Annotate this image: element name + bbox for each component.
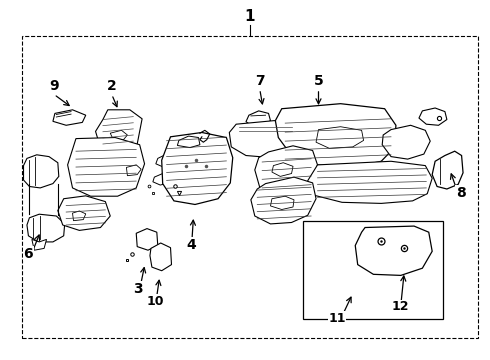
Text: 9: 9 <box>49 80 59 93</box>
Polygon shape <box>110 130 127 140</box>
Polygon shape <box>251 177 316 224</box>
Polygon shape <box>432 151 463 189</box>
Text: 12: 12 <box>391 300 409 313</box>
Text: 2: 2 <box>107 80 117 93</box>
Polygon shape <box>136 229 158 250</box>
Polygon shape <box>246 111 270 126</box>
Text: 8: 8 <box>456 186 466 199</box>
Polygon shape <box>68 138 145 196</box>
Polygon shape <box>156 154 175 167</box>
Polygon shape <box>275 104 396 167</box>
Text: 6: 6 <box>24 247 33 261</box>
Polygon shape <box>162 132 233 204</box>
Polygon shape <box>270 196 294 210</box>
Polygon shape <box>419 108 447 125</box>
Polygon shape <box>355 226 432 275</box>
Polygon shape <box>58 196 110 230</box>
Text: 7: 7 <box>255 74 265 88</box>
Polygon shape <box>150 243 172 271</box>
Text: 11: 11 <box>328 312 346 325</box>
Polygon shape <box>153 174 171 185</box>
Bar <box>303 221 443 319</box>
Polygon shape <box>382 125 430 159</box>
Bar <box>22 36 478 338</box>
Polygon shape <box>255 146 318 194</box>
Text: 1: 1 <box>245 9 255 24</box>
Polygon shape <box>96 110 142 153</box>
Polygon shape <box>272 163 293 176</box>
Polygon shape <box>32 239 47 250</box>
Polygon shape <box>308 161 432 203</box>
Polygon shape <box>177 136 200 148</box>
Text: 5: 5 <box>314 74 323 88</box>
Text: 3: 3 <box>133 282 143 296</box>
Polygon shape <box>73 211 86 221</box>
Polygon shape <box>53 110 86 125</box>
Polygon shape <box>126 165 141 176</box>
Text: 10: 10 <box>146 295 164 308</box>
Polygon shape <box>229 121 298 158</box>
Polygon shape <box>316 127 364 148</box>
Text: 4: 4 <box>186 238 196 252</box>
Polygon shape <box>27 214 65 242</box>
Polygon shape <box>24 155 59 188</box>
